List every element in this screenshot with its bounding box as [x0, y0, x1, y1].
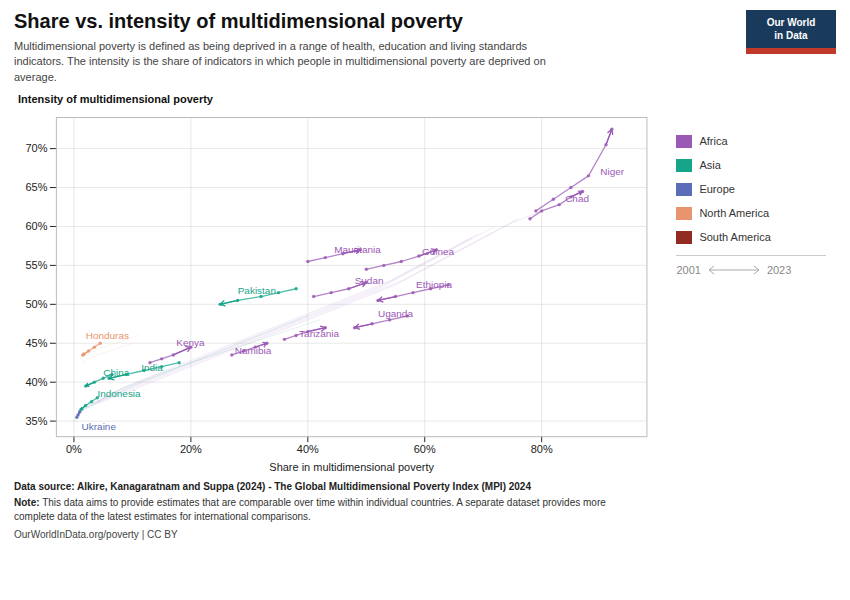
svg-text:60%: 60% — [414, 444, 436, 456]
html-text:Africa: Africa — [699, 135, 728, 148]
svg-text:40%: 40% — [25, 376, 47, 388]
svg-text:80%: 80% — [531, 444, 553, 456]
svg-text:Chad: Chad — [565, 194, 589, 205]
svg-text:Uganda: Uganda — [378, 308, 413, 319]
svg-text:China: China — [103, 367, 130, 378]
svg-text:India: India — [141, 363, 163, 374]
html-text:2001: 2001 — [676, 264, 701, 277]
svg-text:Tanzania: Tanzania — [299, 328, 339, 339]
svg-text:70%: 70% — [25, 142, 47, 154]
html-text:South America: South America — [699, 231, 771, 244]
svg-text:Share in multidimensional pove: Share in multidimensional poverty — [269, 461, 434, 473]
svg-text:Sudan: Sudan — [355, 275, 384, 286]
svg-text:Honduras: Honduras — [86, 330, 129, 341]
html-text:Europe: Europe — [699, 183, 735, 196]
svg-text:65%: 65% — [25, 181, 47, 193]
html-text:North America: North America — [699, 207, 770, 220]
svg-text:50%: 50% — [25, 298, 47, 310]
svg-text:20%: 20% — [180, 444, 202, 456]
svg-text:Pakistan: Pakistan — [238, 285, 276, 296]
html-text:Share vs. intensity of multidi: Share vs. intensity of multidimensional … — [14, 10, 463, 32]
svg-text:Guinea: Guinea — [422, 246, 455, 257]
svg-text:Ethiopia: Ethiopia — [416, 279, 452, 290]
svg-text:Indonesia: Indonesia — [97, 388, 141, 399]
svg-text:Niger: Niger — [600, 166, 625, 177]
svg-text:Ukraine: Ukraine — [82, 421, 117, 432]
html-text:2023: 2023 — [766, 264, 792, 277]
html-text:Data source: Alkire, Kanagarat: Data source: Alkire, Kanagaratnam and Su… — [14, 481, 531, 493]
svg-text:Kenya: Kenya — [176, 338, 205, 349]
html-text:Note: This data aims to provid: Note: This data aims to provide estimate… — [14, 497, 606, 523]
html-text:Our World: Our World — [766, 17, 816, 28]
svg-text:35%: 35% — [25, 415, 47, 427]
html-text:Intensity of multidimensional: Intensity of multidimensional poverty — [18, 93, 213, 106]
svg-text:Namibia: Namibia — [235, 345, 272, 356]
svg-text:40%: 40% — [297, 444, 319, 456]
html-text:Multidimensional poverty is de: Multidimensional poverty is defined as b… — [14, 40, 546, 83]
html-text:OurWorldInData.org/poverty | C: OurWorldInData.org/poverty | CC BY — [14, 529, 178, 541]
svg-text:Mauritania: Mauritania — [334, 244, 381, 255]
svg-text:0%: 0% — [66, 444, 82, 456]
svg-text:45%: 45% — [25, 337, 47, 349]
svg-text:60%: 60% — [25, 220, 47, 232]
html-text:in Data: in Data — [774, 30, 808, 41]
html-text:Asia: Asia — [699, 159, 721, 172]
svg-text:55%: 55% — [25, 259, 47, 271]
